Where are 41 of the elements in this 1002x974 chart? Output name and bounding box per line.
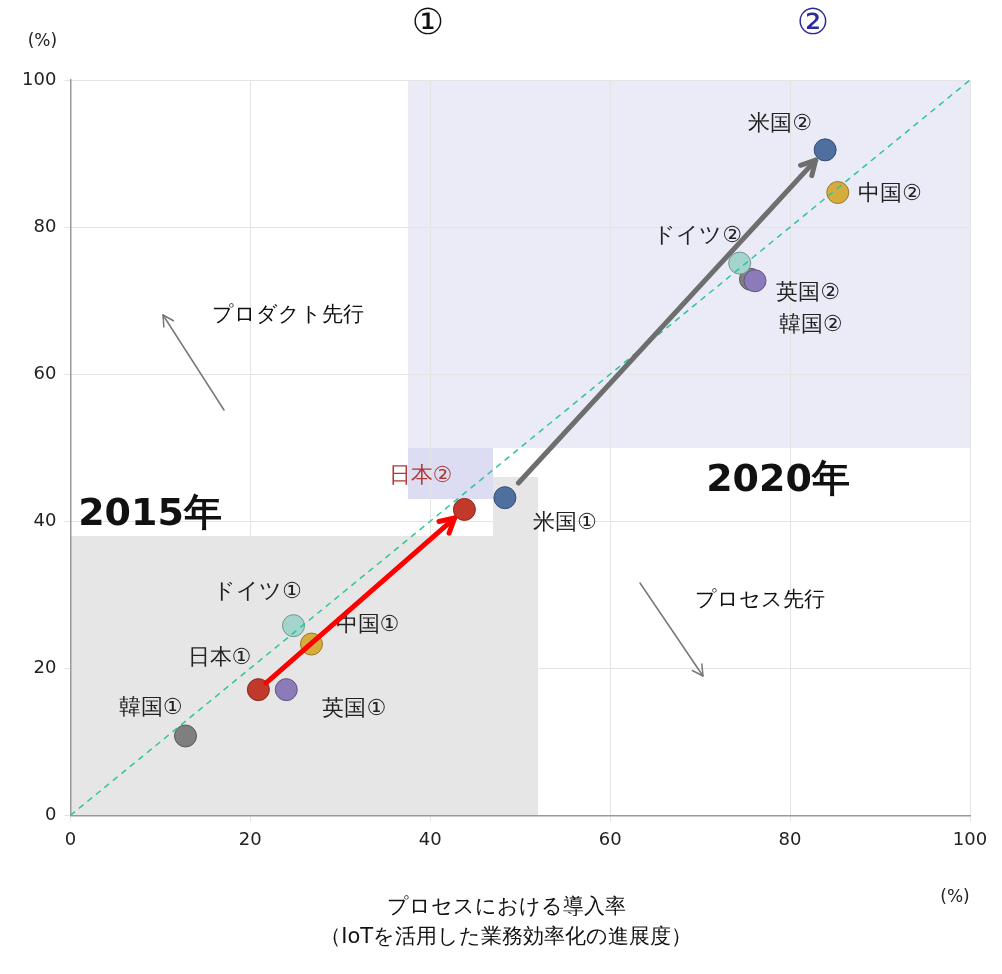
y-tick-label: 80 [33, 214, 57, 236]
x-axis-title: プロセスにおける導入率（IoTを活用した業務効率化の進展度） [320, 893, 693, 948]
y-tick-label: 100 [22, 67, 57, 89]
point [246, 678, 270, 702]
series-label: 中国② [857, 180, 922, 206]
text: ② [796, 1, 830, 43]
y-tick-label: 40 [33, 508, 57, 530]
series-label: 英国① [322, 695, 387, 721]
x-tick-label: 100 [952, 827, 988, 849]
series-label: 英国② [776, 279, 840, 305]
series-label: 米国② [748, 109, 813, 135]
y-tick-label: 0 [44, 803, 57, 825]
series-label: 日本① [187, 644, 252, 670]
x-tick-label: 20 [238, 827, 262, 849]
series-label: 韓国① [118, 693, 183, 719]
x-tick-label: 0 [64, 827, 77, 849]
point [274, 678, 298, 702]
y-tick-label: 60 [33, 361, 57, 383]
series-label: ドイツ② [653, 221, 743, 247]
point [826, 181, 850, 205]
annotation: 2015年 [78, 489, 222, 534]
text: (%) [940, 886, 970, 907]
series-label: ドイツ① [213, 578, 302, 604]
point [728, 251, 752, 275]
x-tick-label: 60 [598, 827, 622, 849]
point [452, 497, 476, 521]
y-tick-label: 20 [33, 655, 57, 677]
point [743, 269, 767, 293]
annotation: プロダクト先行 [212, 302, 364, 327]
annotation: 2020年 [706, 455, 850, 500]
point [281, 614, 305, 638]
text: ① [411, 1, 445, 43]
series-label: 韓国② [778, 311, 843, 337]
series-label: 日本② [388, 462, 453, 488]
point [813, 138, 837, 162]
annotation: プロセス先行 [695, 587, 825, 612]
x-tick-label: 40 [418, 827, 442, 849]
y-axis-title: (%) [27, 30, 58, 51]
series-label: 米国① [533, 509, 597, 535]
point [174, 724, 198, 748]
x-tick-label: 80 [778, 827, 802, 849]
